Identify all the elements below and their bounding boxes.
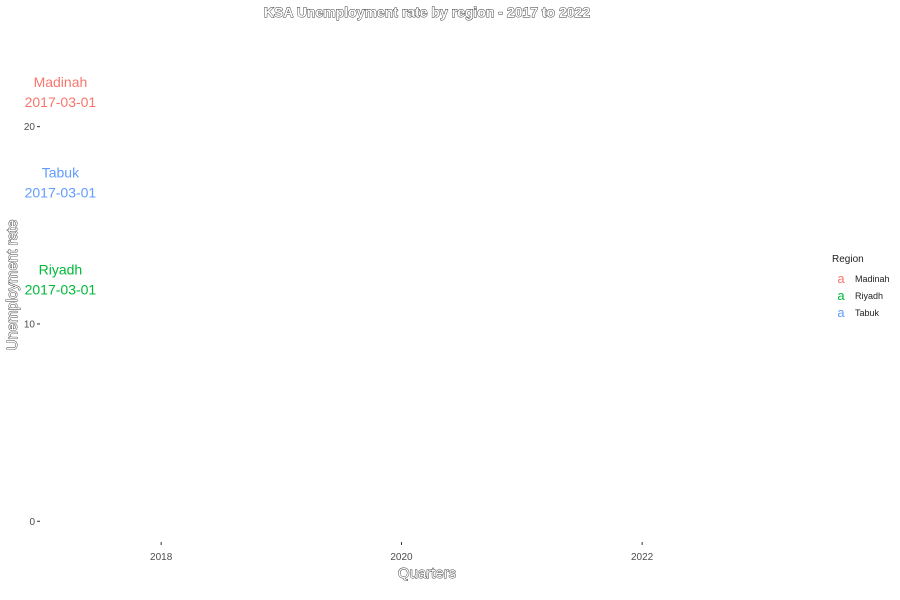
y-tick-label: 10 [24,319,36,330]
data-point-label: Riyadh 2017-03-01 [25,261,97,297]
date-label: 2017-03-01 [25,94,97,110]
legend-label: Madinah [855,274,890,284]
series-name-label: Madinah [34,74,88,90]
date-label: 2017-03-01 [25,185,97,201]
x-tick-label: 2020 [390,552,413,563]
series-name-label: Riyadh [39,261,83,277]
x-axis-title: Quarters [398,565,456,582]
y-tick-label: 0 [29,517,35,528]
x-axis: 2018 2020 2022 [150,542,654,563]
legend-label: Riyadh [855,291,883,301]
legend-key: a [837,288,845,303]
data-point-label: Tabuk 2017-03-01 [25,165,97,201]
x-tick-label: 2022 [631,552,654,563]
series-name-label: Tabuk [42,165,80,181]
y-tick-label: 20 [24,122,36,133]
y-axis-title: Unemployment rate [4,220,21,351]
y-axis: 0 10 20 [24,122,40,528]
data-point-label: Madinah 2017-03-01 [25,74,97,110]
data-labels: Madinah 2017-03-01 Riyadh 2017-03-01 Tabuk 20… [25,74,97,297]
legend-title: Region [832,254,864,265]
legend-item: a Tabuk [837,305,879,320]
legend-item: a Riyadh [837,288,883,303]
legend-key: a [837,271,845,286]
legend-item: a Madinah [837,271,889,286]
legend-key: a [837,305,845,320]
legend-label: Tabuk [855,308,880,318]
plot-title: KSA Unemployment rate by region - 2017 t… [264,4,590,20]
date-label: 2017-03-01 [25,281,97,297]
x-tick-label: 2018 [150,552,173,563]
